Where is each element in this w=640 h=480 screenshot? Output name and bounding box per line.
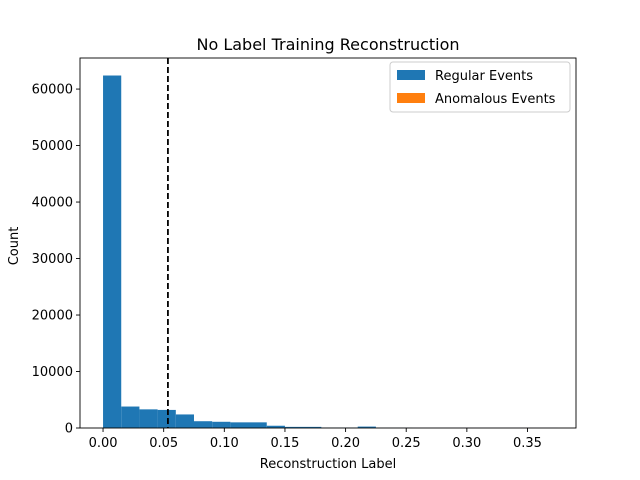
legend-frame xyxy=(389,61,571,113)
histogram-bar-0-9 xyxy=(284,426,322,428)
x-tick-label: 0.10 xyxy=(210,436,239,451)
legend-label-anomalous: Anomalous Events xyxy=(435,92,556,107)
legend-swatch-regular xyxy=(397,70,425,80)
x-axis-ticks: 0.00 0.05 0.10 0.15 0.20 0.25 0.30 0.35 xyxy=(89,428,542,451)
histogram-bar-0-3 xyxy=(157,409,176,428)
legend-label-regular: Regular Events xyxy=(435,69,533,84)
x-tick-label: 0.35 xyxy=(513,436,542,451)
histogram-bar-0-6 xyxy=(212,421,231,428)
y-tick-label: 60000 xyxy=(32,83,73,98)
x-tick-label: 0.05 xyxy=(149,436,178,451)
x-axis-label: Reconstruction Label xyxy=(260,457,397,472)
histogram-bars xyxy=(103,75,558,429)
y-tick-label: 40000 xyxy=(32,196,73,211)
chart-title: No Label Training Reconstruction xyxy=(196,35,459,54)
y-tick-label: 0 xyxy=(65,422,73,437)
x-tick-label: 0.00 xyxy=(89,436,118,451)
histogram-bar-0-8 xyxy=(266,425,285,428)
x-tick-label: 0.15 xyxy=(270,436,299,451)
histogram-bar-0-5 xyxy=(193,421,213,428)
y-tick-label: 20000 xyxy=(32,309,73,324)
legend: Regular Events Anomalous Events xyxy=(389,61,571,113)
y-tick-label: 10000 xyxy=(32,365,73,380)
x-tick-label: 0.25 xyxy=(392,436,421,451)
y-axis-label: Count xyxy=(7,227,22,266)
y-tick-label: 50000 xyxy=(32,139,73,154)
y-axis-ticks: 0 10000 20000 30000 40000 50000 60000 xyxy=(32,83,80,437)
histogram-bar-0-2 xyxy=(139,409,158,428)
histogram-bar-0-4 xyxy=(175,414,194,428)
y-tick-label: 30000 xyxy=(32,252,73,267)
legend-swatch-anomalous xyxy=(397,93,425,103)
histogram-bar-0-0 xyxy=(103,75,122,429)
histogram-bar-0-1 xyxy=(121,406,140,428)
x-tick-label: 0.20 xyxy=(331,436,360,451)
histogram-bar-0-11 xyxy=(357,426,376,428)
x-tick-label: 0.30 xyxy=(452,436,481,451)
histogram-bar-0-7 xyxy=(230,422,267,428)
plot-frame xyxy=(79,57,577,429)
